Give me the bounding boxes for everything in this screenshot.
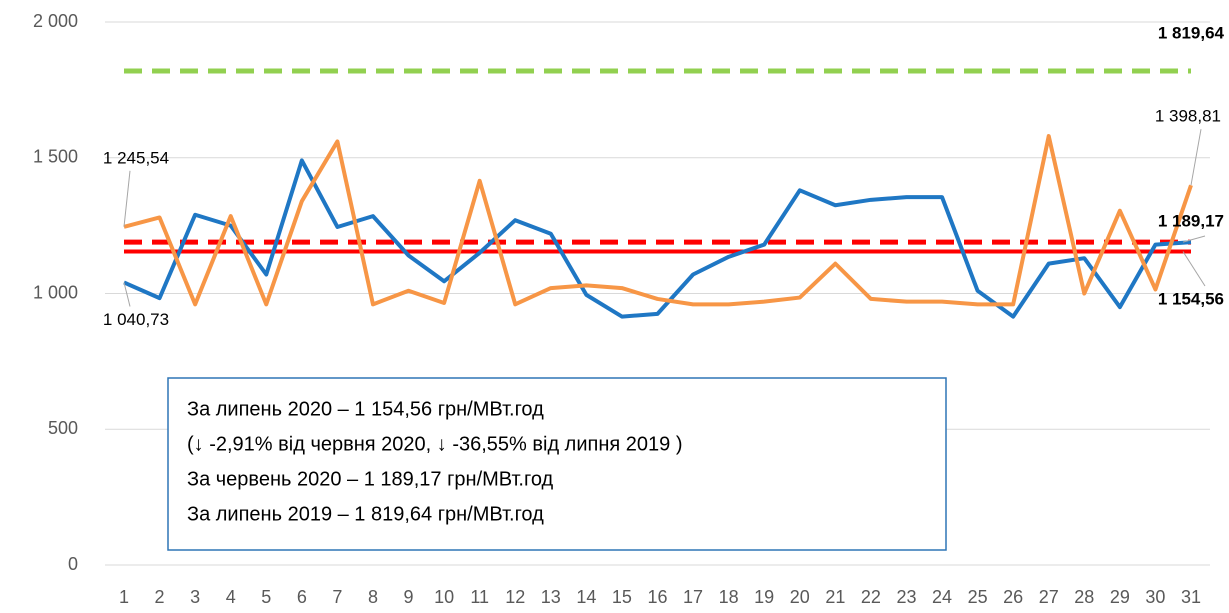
x-tick-label: 14 [576,587,596,607]
leader-line [123,170,131,227]
x-tick-label: 24 [932,587,952,607]
x-tick-label: 12 [505,587,525,607]
series-line [123,134,1193,307]
annotation-line: (↓ -2,91% від червня 2020, ↓ -36,55% від… [187,433,682,455]
leader-line [123,282,131,307]
annotation-line: За липень 2019 – 1 819,64 грн/МВт.год [187,503,544,525]
leader-line [1190,129,1202,186]
x-tick-label: 1 [119,587,129,607]
x-tick-label: 29 [1110,587,1130,607]
x-tick-label: 26 [1003,587,1023,607]
x-tick-label: 19 [754,587,774,607]
leader-line [1182,235,1206,243]
x-tick-label: 30 [1145,587,1165,607]
value-label: 1 040,73 [103,310,169,329]
x-tick-label: 15 [612,587,632,607]
x-tick-label: 10 [434,587,454,607]
reference-label: 1 189,17 [1158,211,1224,230]
reference-label: 1 154,56 [1158,289,1224,308]
x-tick-label: 17 [683,587,703,607]
value-label: 1 398,81 [1155,107,1221,126]
x-tick-label: 27 [1039,587,1059,607]
x-tick-label: 18 [719,587,739,607]
y-tick-label: 0 [68,554,78,574]
y-tick-label: 2 000 [33,11,78,31]
value-label: 1 245,54 [103,148,169,167]
x-tick-label: 9 [404,587,414,607]
x-tick-label: 20 [790,587,810,607]
x-tick-label: 5 [261,587,271,607]
y-tick-label: 500 [48,418,78,438]
series-line [123,158,1192,319]
x-tick-label: 22 [861,587,881,607]
x-tick-label: 7 [332,587,342,607]
annotation-box [167,377,947,551]
lines [123,68,1193,319]
reference-label: 1 819,64 [1158,23,1225,42]
x-tick-label: 3 [190,587,200,607]
y-tick-label: 1 500 [33,147,78,167]
x-tick-label: 6 [297,587,307,607]
annotation-line: За липень 2020 – 1 154,56 грн/МВт.год [187,398,544,420]
x-tick-label: 13 [541,587,561,607]
x-tick-label: 31 [1181,587,1201,607]
x-tick-label: 16 [647,587,667,607]
x-tick-label: 2 [155,587,165,607]
x-tick-label: 28 [1074,587,1094,607]
x-tick-label: 8 [368,587,378,607]
x-tick-label: 11 [470,587,489,607]
x-tick-label: 25 [968,587,988,607]
annotation-line: За червень 2020 – 1 189,17 грн/МВт.год [187,468,554,490]
x-tick-label: 21 [825,587,845,607]
y-tick-label: 1 000 [33,282,78,302]
x-tick-label: 4 [226,587,236,607]
leader-line [1182,251,1206,287]
x-tick-label: 23 [896,587,916,607]
